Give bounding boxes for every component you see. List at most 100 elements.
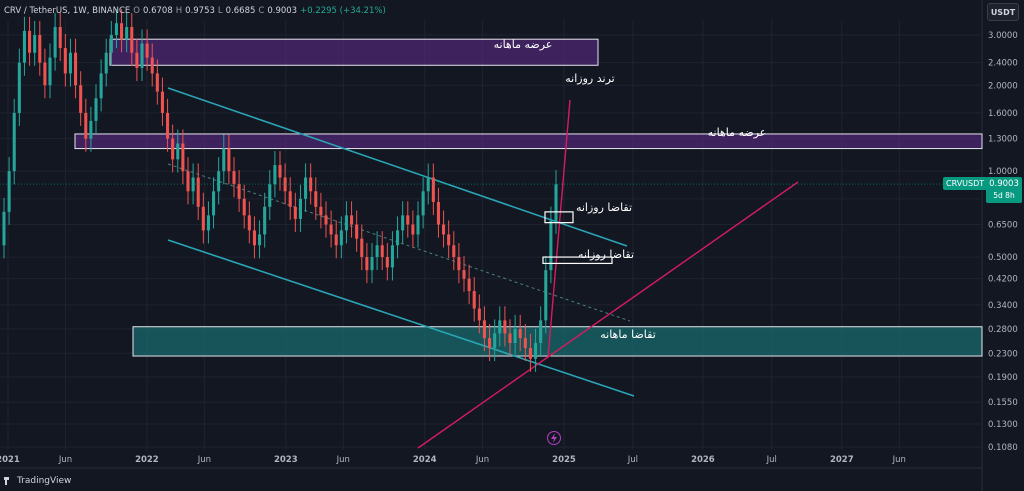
candle [390, 245, 394, 268]
candle [186, 171, 190, 192]
y-tick-label: 0.6500 [988, 221, 1018, 231]
candle [411, 224, 415, 235]
y-tick-label: 0.3400 [988, 301, 1018, 311]
high-label: H [175, 6, 183, 16]
candle [237, 184, 241, 199]
x-tick-label: Jun [58, 455, 72, 465]
y-tick-label: 0.2300 [988, 349, 1018, 359]
candle [396, 230, 400, 246]
open-label: O [133, 6, 140, 16]
candle [406, 215, 410, 225]
candle [421, 191, 425, 216]
candle [482, 320, 486, 339]
change-value: +0.2295 (+34.21%) [300, 6, 386, 16]
daily-demand-box[interactable] [544, 211, 574, 224]
candle [488, 338, 492, 349]
x-tick-label: Jul [627, 455, 638, 465]
x-tick-label: 2023 [274, 455, 298, 465]
candle [181, 143, 185, 172]
trendline[interactable] [417, 181, 799, 449]
channel-lower-line[interactable] [167, 239, 635, 397]
candle [513, 328, 517, 343]
candle [554, 184, 558, 221]
candle [227, 148, 231, 172]
price-axis[interactable] [982, 0, 1024, 491]
candle [472, 291, 476, 309]
tradingview-logo[interactable]: TradingView [4, 476, 71, 486]
candle [206, 215, 210, 231]
candle [298, 198, 302, 219]
y-tick-label: 0.1900 [988, 373, 1018, 383]
y-tick-label: 2.4000 [988, 59, 1018, 69]
candle [278, 165, 282, 178]
candle [176, 143, 180, 160]
candle [135, 52, 139, 68]
currency-button[interactable]: USDT [987, 3, 1019, 21]
candle [242, 198, 246, 216]
last-price-tag: 0.9003 5d 8h [986, 177, 1022, 203]
candle [28, 30, 32, 53]
candle [365, 257, 369, 271]
candle [212, 191, 216, 216]
bar-countdown: 5d 8h [993, 191, 1015, 200]
low-label: L [217, 6, 223, 16]
candle [63, 48, 67, 74]
candle [89, 120, 93, 139]
x-tick-label: 2027 [830, 455, 854, 465]
candle [201, 206, 205, 231]
candle [416, 215, 420, 235]
annotation-label: تقاضا ماهانه [600, 328, 656, 341]
daily-demand-box[interactable] [542, 256, 613, 265]
low-value: 0.6685 [225, 6, 256, 16]
candle [125, 27, 129, 40]
chart-header: CRV / TetherUS, 1W, BINANCE O 0.6708 H 0.9… [4, 4, 386, 18]
daily-trend-line[interactable] [547, 99, 571, 359]
x-tick-label: 2022 [135, 455, 159, 465]
candle [355, 224, 359, 239]
candle [293, 206, 297, 219]
symbol-label[interactable]: CRV / TetherUS, 1W, BINANCE [4, 6, 131, 16]
candle [344, 215, 348, 231]
x-tick-label: Jun [197, 455, 211, 465]
close-label: C [258, 6, 265, 16]
lightning-icon[interactable] [547, 431, 561, 445]
candle [339, 230, 343, 246]
candle [145, 43, 149, 58]
candle [79, 85, 83, 113]
candle [426, 177, 430, 192]
tradingview-logo-text: TradingView [17, 476, 72, 486]
candle [150, 57, 154, 74]
candle [114, 23, 118, 35]
candle [43, 62, 47, 86]
candle [329, 224, 333, 235]
candle [22, 30, 26, 63]
y-tick-label: 2.0000 [988, 81, 1018, 91]
candle [380, 245, 384, 258]
y-tick-label: 1.0000 [988, 167, 1018, 177]
x-tick-label: 2025 [552, 455, 576, 465]
candle [385, 257, 389, 268]
candle [375, 245, 379, 258]
x-tick-label: 2026 [691, 455, 715, 465]
candle [2, 211, 6, 246]
x-tick-label: Jul [766, 455, 777, 465]
annotation-label: عرضه ماهانه [708, 126, 767, 139]
annotation-label: تقاضا روزانه [576, 201, 632, 214]
candle [288, 191, 292, 207]
candle [94, 98, 98, 121]
last-price-value: 0.9003 [989, 179, 1019, 189]
candle [523, 338, 527, 349]
supply-zone[interactable] [74, 133, 983, 150]
demand-zone[interactable] [132, 326, 983, 357]
y-tick-label: 0.4200 [988, 275, 1018, 285]
y-tick-label: 0.1080 [988, 443, 1018, 453]
candle [528, 348, 532, 359]
candle [493, 333, 497, 349]
x-tick-label: 2024 [413, 455, 437, 465]
candle [84, 112, 88, 139]
candle [370, 257, 374, 271]
candle [431, 177, 435, 202]
candle [452, 245, 456, 258]
candle [58, 27, 62, 49]
